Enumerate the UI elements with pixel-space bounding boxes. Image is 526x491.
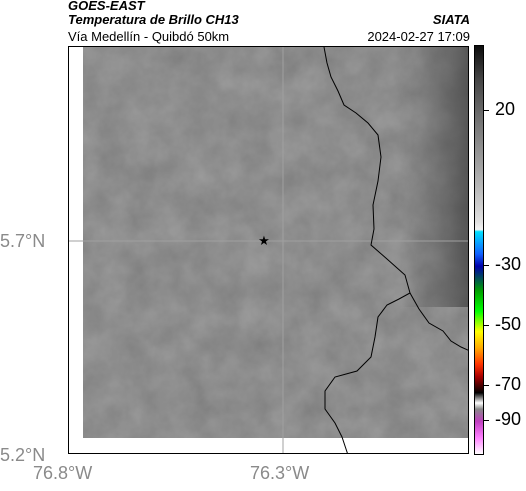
colorbar-tick <box>484 265 489 266</box>
colorbar-label: -30 <box>495 254 522 274</box>
lon-label-2: 76.3°W <box>250 463 310 483</box>
colorbar-label: -50 <box>495 314 522 334</box>
location-subtitle: Vía Medellín - Quibdó 50km <box>68 29 230 44</box>
organization-label: SIATA <box>432 12 470 27</box>
star-icon: ★ <box>258 234 270 249</box>
eastern-shading <box>399 47 468 307</box>
colorbar-tick <box>484 110 489 111</box>
satellite-image: ★ <box>69 47 468 453</box>
no-data-strip <box>83 438 468 453</box>
colorbar-label: 20 <box>495 99 516 119</box>
map-panel[interactable]: ★ <box>68 46 469 454</box>
lat-label-1: 5.7°N <box>0 231 46 251</box>
colorbar-tick <box>484 385 489 386</box>
colorbar-tick <box>484 325 489 326</box>
lat-label-2: 5.2°N <box>0 445 46 465</box>
colorbar <box>474 45 484 455</box>
satellite-title: GOES-EAST <box>68 0 145 13</box>
colorbar-tick <box>484 420 489 421</box>
product-title: Temperatura de Brillo CH13 <box>68 12 239 27</box>
colorbar-label: -70 <box>495 374 522 394</box>
colorbar-label: -90 <box>495 409 522 429</box>
datetime-label: 2024-02-27 17:09 <box>367 29 470 44</box>
lon-label-1: 76.8°W <box>33 463 93 483</box>
border-line-main <box>323 47 411 453</box>
border-line-east <box>409 292 468 351</box>
